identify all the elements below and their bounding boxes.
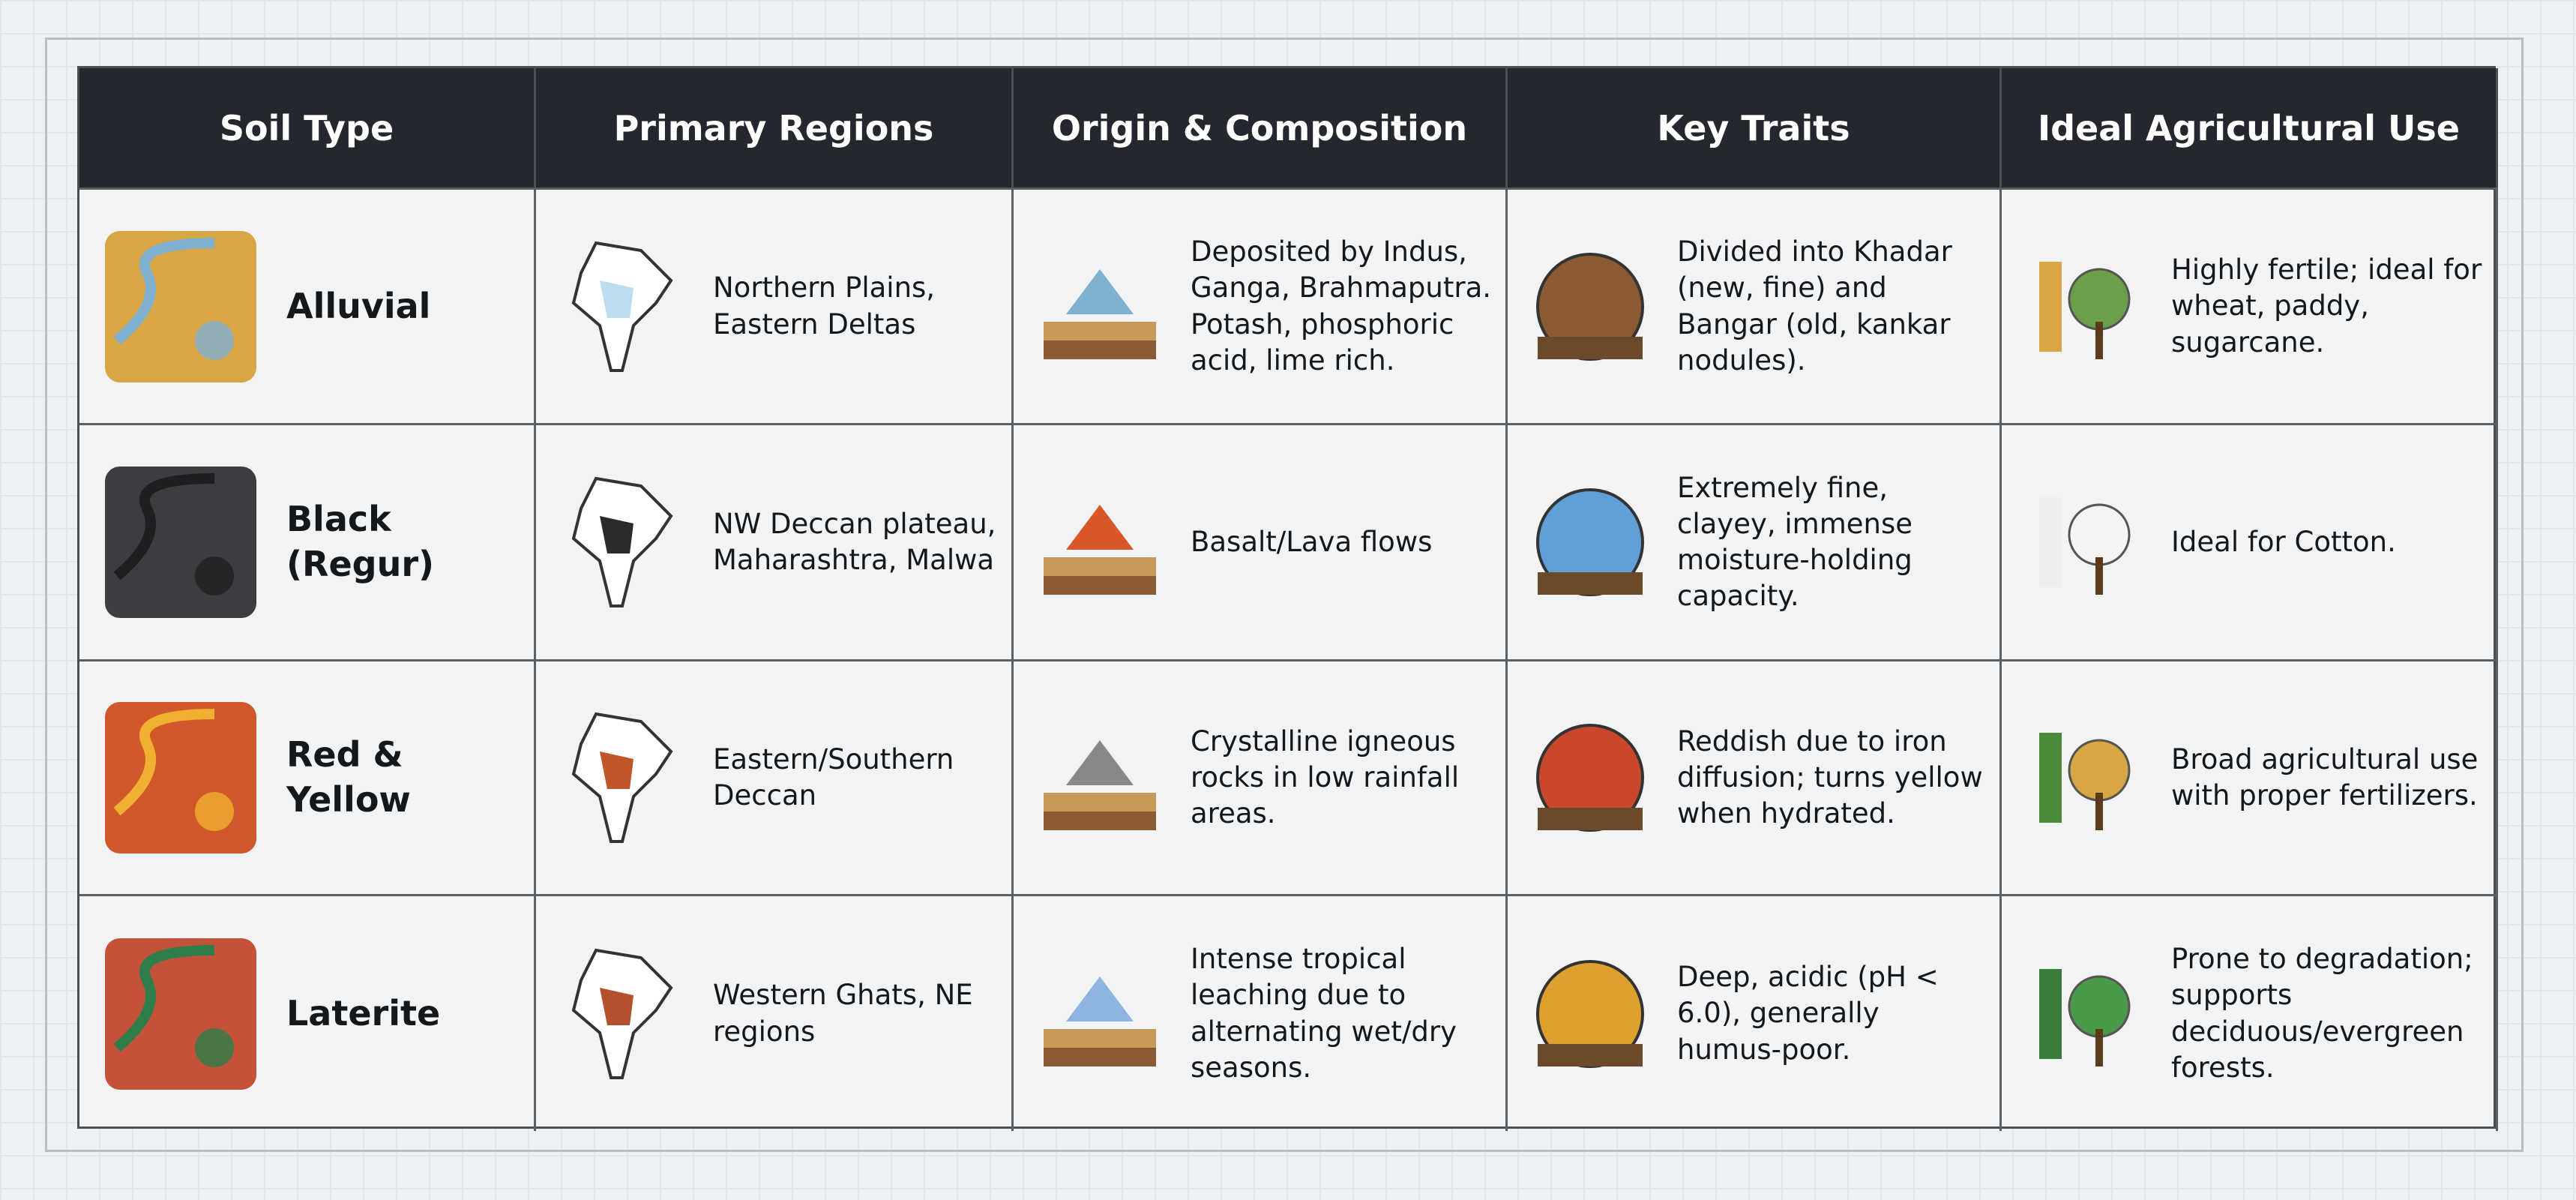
- cell-text: Highly fertile; ideal for wheat, paddy, …: [2171, 254, 2482, 358]
- use-icon: [2039, 733, 2131, 830]
- trait-icon: [1536, 724, 1644, 832]
- trait-icon: [1536, 959, 1644, 1068]
- table-cell: Divided into Khadar (new, fine) and Bang…: [1508, 188, 2002, 423]
- table-cell: Extremely fine, clayey, immense moisture…: [1508, 423, 2002, 659]
- header-cell: Key Traits: [1508, 68, 2002, 188]
- table-cell: Deep, acidic (pH < 6.0), generally humus…: [1508, 894, 2002, 1131]
- frame: [45, 38, 2524, 1152]
- region-map-icon: [571, 712, 673, 843]
- table-cell: Reddish due to iron diffusion; turns yel…: [1508, 659, 2002, 894]
- cell-text: Extremely fine, clayey, immense moisture…: [1677, 471, 1913, 613]
- use-icon: [2039, 497, 2131, 595]
- origin-icon: [1044, 505, 1156, 595]
- table-cell: Basalt/Lava flows: [1014, 423, 1508, 659]
- soil-icon: [105, 938, 256, 1090]
- use-icon: [2039, 968, 2131, 1066]
- table-cell: Broad agricultural use with proper ferti…: [2002, 659, 2498, 894]
- cell-text: Ideal for Cotton.: [2171, 525, 2396, 558]
- soil-icon: [105, 466, 256, 618]
- table-cell: Intense tropical leaching due to alterna…: [1014, 894, 1508, 1131]
- trait-icon: [1536, 252, 1644, 361]
- use-icon: [2039, 261, 2131, 359]
- origin-icon: [1044, 740, 1156, 830]
- table-cell: Northern Plains, Eastern Deltas: [536, 188, 1014, 423]
- table-cell: Western Ghats, NE regions: [536, 894, 1014, 1131]
- header-cell: Soil Type: [79, 68, 536, 188]
- table-cell: Red & Yellow: [79, 659, 536, 894]
- table-cell: Prone to degradation; supports deciduous…: [2002, 894, 2498, 1131]
- origin-icon: [1044, 268, 1156, 359]
- cell-text: Black (Regur): [286, 499, 435, 584]
- header-cell: Ideal Agricultural Use: [2002, 68, 2498, 188]
- region-map-icon: [571, 476, 673, 608]
- table-cell: Alluvial: [79, 188, 536, 423]
- cell-text: Red & Yellow: [286, 734, 411, 820]
- cell-text: Northern Plains, Eastern Deltas: [713, 272, 936, 340]
- cell-text: Deposited by Indus, Ganga, Brahmaputra. …: [1191, 236, 1492, 376]
- table-cell: NW Deccan plateau, Maharashtra, Malwa: [536, 423, 1014, 659]
- cell-text: Deep, acidic (pH < 6.0), generally humus…: [1677, 961, 1939, 1066]
- soil-icon: [105, 230, 256, 382]
- cell-text: Laterite: [286, 992, 441, 1034]
- header-cell: Origin & Composition: [1014, 68, 1508, 188]
- cell-text: Reddish due to iron diffusion; turns yel…: [1677, 724, 1983, 830]
- table-cell: Laterite: [79, 894, 536, 1131]
- cell-text: Basalt/Lava flows: [1191, 525, 1433, 558]
- cell-text: Alluvial: [286, 285, 431, 326]
- table-cell: Crystalline igneous rocks in low rainfal…: [1014, 659, 1508, 894]
- cell-text: Crystalline igneous rocks in low rainfal…: [1191, 724, 1460, 830]
- cell-text: Prone to degradation; supports deciduous…: [2171, 943, 2473, 1084]
- cell-text: Intense tropical leaching due to alterna…: [1191, 943, 1457, 1084]
- cell-text: Broad agricultural use with proper ferti…: [2171, 742, 2479, 812]
- table-cell: Deposited by Indus, Ganga, Brahmaputra. …: [1014, 188, 1508, 423]
- table-cell: Highly fertile; ideal for wheat, paddy, …: [2002, 188, 2498, 423]
- trait-icon: [1536, 488, 1644, 596]
- header-cell: Primary Regions: [536, 68, 1014, 188]
- cell-text: Divided into Khadar (new, fine) and Bang…: [1677, 236, 1952, 376]
- cell-text: NW Deccan plateau, Maharashtra, Malwa: [713, 507, 996, 576]
- cell-text: Eastern/Southern Deccan: [713, 742, 954, 812]
- region-map-icon: [571, 948, 673, 1079]
- table-cell: Ideal for Cotton.: [2002, 423, 2498, 659]
- soil-icon: [105, 702, 256, 854]
- table-cell: Black (Regur): [79, 423, 536, 659]
- table-cell: Eastern/Southern Deccan: [536, 659, 1014, 894]
- cell-text: Western Ghats, NE regions: [713, 979, 973, 1048]
- soil-table: Soil Type Primary Regions Origin & Composi…: [77, 66, 2498, 1131]
- region-map-icon: [571, 241, 673, 372]
- origin-icon: [1044, 976, 1156, 1066]
